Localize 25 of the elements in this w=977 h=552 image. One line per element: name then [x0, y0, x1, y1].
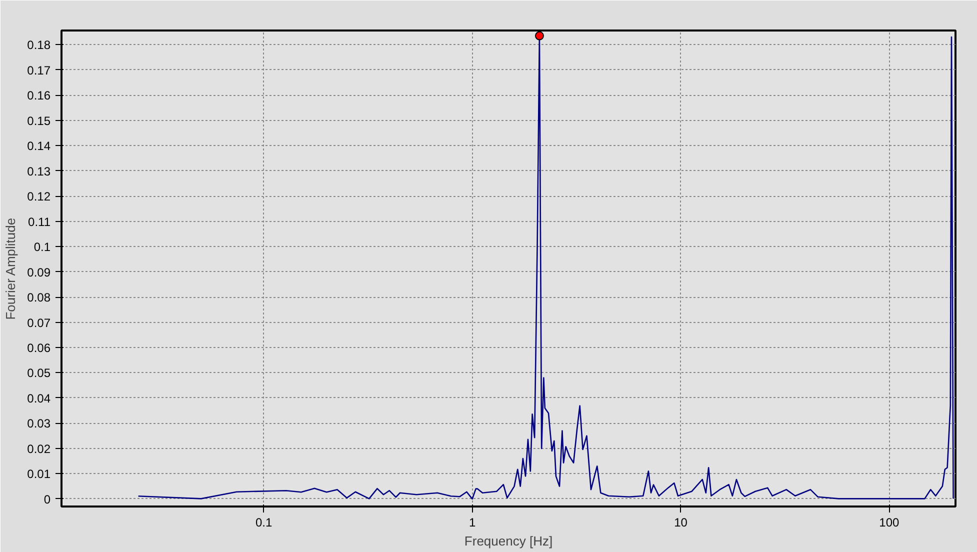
y-tick-label: 0.06 [27, 340, 51, 355]
y-tick-label: 0.17 [27, 63, 51, 78]
x-tick-label: 10 [674, 516, 688, 530]
y-tick-label: 0.07 [27, 316, 51, 330]
y-tick-label: 0.02 [27, 442, 51, 456]
y-tick-label: 0.04 [27, 391, 51, 406]
y-tick-label: 0.16 [27, 88, 51, 103]
y-tick-label: 0.03 [27, 416, 51, 431]
y-tick-label: 0 [44, 492, 51, 506]
y-tick-label: 0.01 [27, 467, 51, 482]
y-tick-label: 0.14 [27, 139, 51, 154]
x-tick-label: 1 [468, 516, 476, 530]
y-tick-label: 0.05 [27, 366, 51, 380]
y-tick-label: 0.13 [27, 164, 51, 178]
y-tick-label: 0.1 [34, 240, 51, 254]
y-tick-label: 0.09 [27, 265, 51, 280]
y-axis-title: Fourier Amplitude [3, 218, 18, 320]
y-tick-label: 0.18 [27, 38, 51, 52]
y-tick-label: 0.12 [27, 190, 51, 204]
x-axis-title: Frequency [Hz] [464, 534, 553, 548]
y-tick-label: 0.15 [27, 114, 51, 128]
x-tick-label: 100 [879, 516, 900, 530]
x-tick-label: 0.1 [255, 516, 272, 530]
y-tick-label: 0.08 [27, 290, 51, 305]
y-tick-label: 0.11 [28, 214, 51, 229]
